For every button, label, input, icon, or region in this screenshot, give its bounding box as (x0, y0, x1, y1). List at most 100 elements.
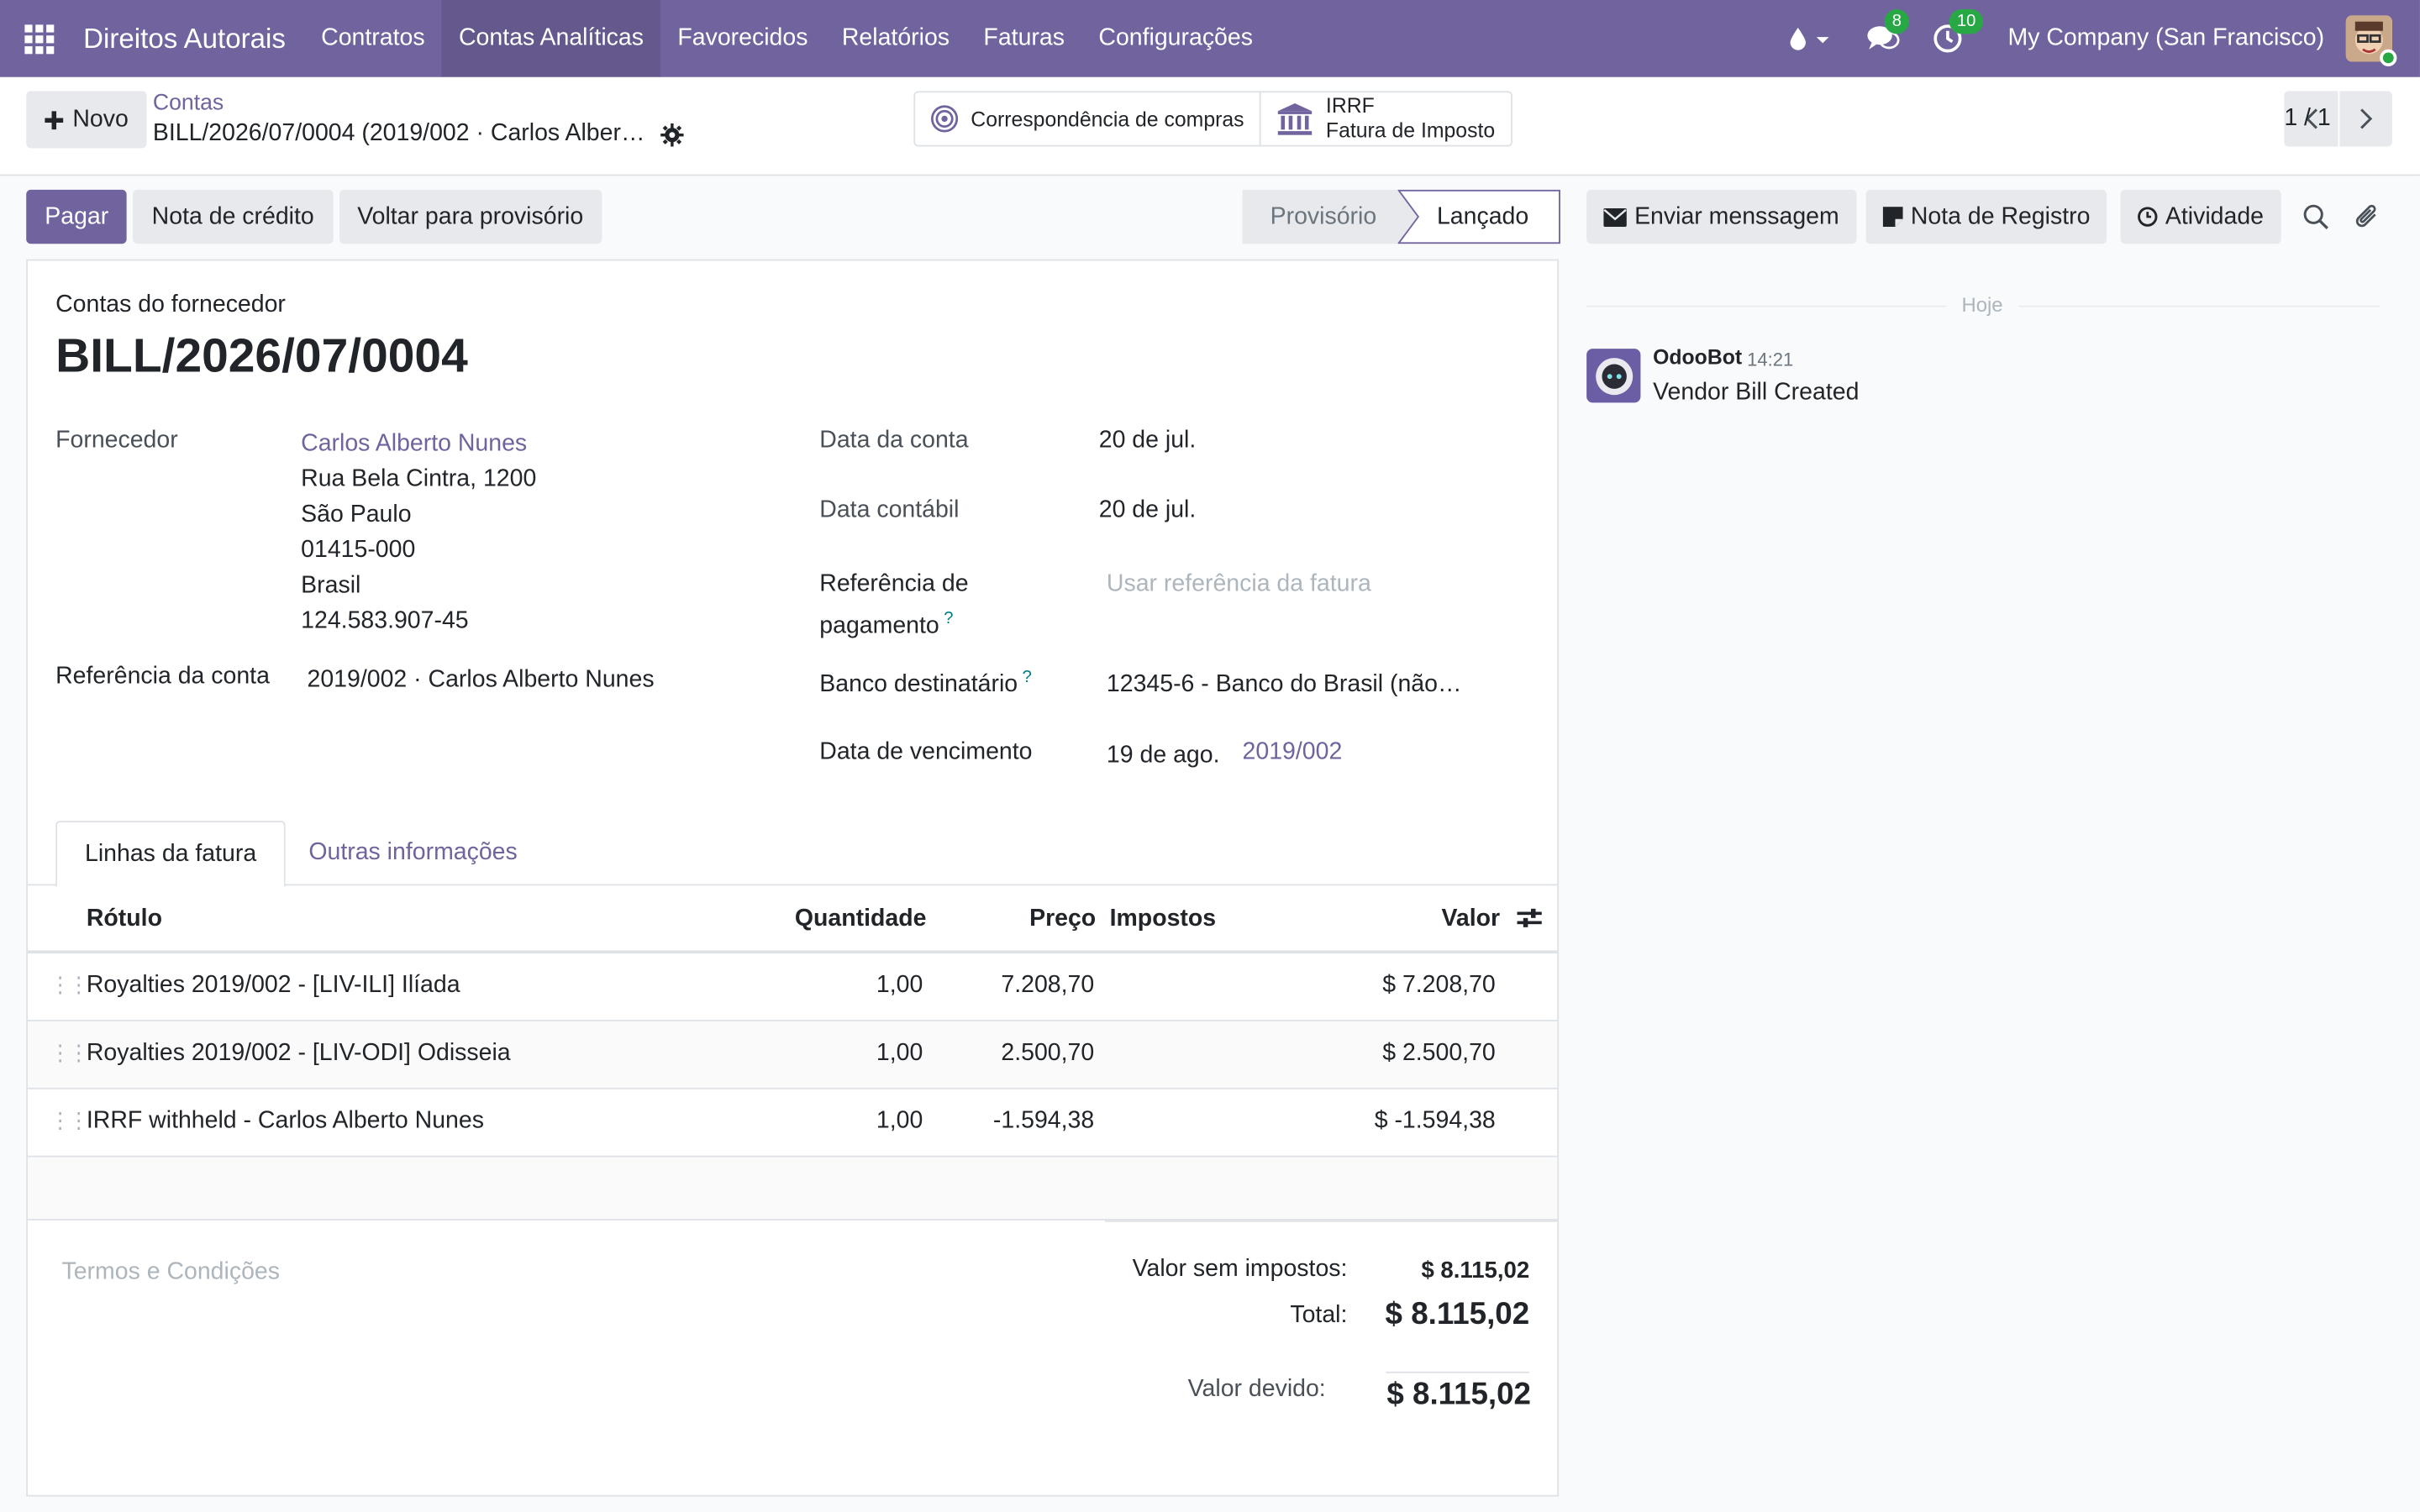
activity-clock-icon[interactable]: 10 (1931, 9, 1984, 55)
due-date-field[interactable]: 19 de ago. (1106, 742, 1220, 769)
recipient-bank-label: Banco destinatário? (819, 668, 1032, 699)
gear-icon[interactable] (660, 123, 684, 146)
log-note-label: Nota de Registro (1910, 202, 2091, 229)
menu-item-configuracoes[interactable]: Configurações (1098, 24, 1253, 51)
drag-handle-icon[interactable]: ⋮⋮ (49, 972, 90, 997)
bullseye-icon (930, 105, 959, 133)
column-header-quantity[interactable]: Quantidade (794, 906, 927, 932)
bank-icon (1277, 103, 1313, 135)
optional-columns-icon[interactable] (1517, 907, 1542, 937)
column-header-taxes[interactable]: Impostos (1109, 906, 1217, 932)
plus-icon (45, 110, 64, 129)
vendor-name-link[interactable]: Carlos Alberto Nunes (301, 430, 528, 457)
table-row[interactable]: ⋮⋮ Royalties 2019/002 - [LIV-ODI] Odisse… (28, 1021, 1558, 1089)
pager-next-button[interactable] (2338, 91, 2392, 147)
table-row[interactable]: ⋮⋮ IRRF withheld - Carlos Alberto Nunes … (28, 1089, 1558, 1158)
pager-previous-button[interactable] (2284, 91, 2338, 147)
breadcrumb-current: BILL/2026/07/0004 (2019/002 · Carlos Alb… (153, 120, 684, 148)
bill-reference-label: Referência da conta (55, 663, 270, 690)
column-header-label[interactable]: Rótulo (86, 906, 162, 932)
accounting-date-field[interactable]: 20 de jul. (1098, 496, 1197, 523)
untaxed-amount-value: $ 8.115,02 (1421, 1257, 1530, 1284)
drag-handle-icon[interactable]: ⋮⋮ (49, 1107, 90, 1133)
bill-date-label: Data da conta (819, 427, 969, 454)
totals-divider (1105, 1220, 1558, 1222)
breadcrumb-parent[interactable]: Contas (152, 91, 224, 116)
log-note-button[interactable]: Nota de Registro (1865, 189, 2107, 244)
activity-button[interactable]: Atividade (2120, 189, 2281, 244)
credit-note-button[interactable]: Nota de crédito (133, 189, 333, 244)
document-name: BILL/2026/07/0004 (55, 328, 468, 383)
line-amount: $ 7.208,70 (1382, 972, 1496, 999)
tab-invoice-lines[interactable]: Linhas da fatura (55, 821, 287, 888)
due-date-label: Data de vencimento (819, 738, 1033, 766)
payment-reference-label: Referência de pagamento? (819, 566, 968, 643)
recipient-bank-field[interactable]: 12345-6 - Banco do Brasil (não… (1106, 670, 1462, 698)
reset-to-draft-button[interactable]: Voltar para provisório (339, 189, 602, 244)
pager-value[interactable]: 1 / 1 (2284, 104, 2331, 132)
tab-other-info[interactable]: Outras informações (308, 839, 518, 866)
new-button-label: Novo (72, 105, 129, 133)
messages-icon[interactable]: 8 (1866, 9, 1910, 55)
stage-arrow-icon (1397, 189, 1420, 244)
vendor-label: Fornecedor (55, 427, 178, 454)
total-value: $ 8.115,02 (1385, 1297, 1530, 1332)
drag-handle-icon[interactable]: ⋮⋮ (49, 1039, 90, 1065)
paperclip-icon[interactable] (2354, 202, 2381, 239)
tax-bill-button[interactable]: IRRF Fatura de Imposto (1261, 92, 1511, 144)
form-sheet: Contas do fornecedor BILL/2026/07/0004 F… (26, 259, 1560, 1497)
pay-button[interactable]: Pagar (26, 189, 128, 244)
tax-bill-top-label: IRRF (1325, 94, 1375, 118)
column-header-price[interactable]: Preço (1029, 906, 1097, 932)
untaxed-amount-label: Valor sem impostos: (1132, 1256, 1348, 1283)
menu-item-contratos[interactable]: Contratos (321, 24, 425, 51)
line-label: IRRF withheld - Carlos Alberto Nunes (86, 1107, 484, 1134)
new-button[interactable]: Novo (26, 91, 147, 149)
table-row[interactable]: ⋮⋮ Royalties 2019/002 - [LIV-ILI] Ilíada… (28, 953, 1558, 1021)
column-header-amount[interactable]: Valor (1441, 906, 1501, 932)
messages-count-badge: 8 (1884, 9, 1910, 34)
bill-reference-field[interactable]: 2019/002 · Carlos Alberto Nunes (307, 666, 655, 693)
smart-buttons: Correspondência de compras IRRF Fatura d… (913, 91, 1512, 147)
vendor-address-block: Carlos Alberto Nunes Rua Bela Cintra, 12… (301, 426, 536, 638)
record-pager: 1 / 1 (2284, 91, 2392, 147)
online-status-dot (2380, 49, 2397, 66)
total-label: Total: (1290, 1302, 1348, 1329)
activity-label: Atividade (2165, 202, 2265, 229)
status-stages: Provisório Lançado (1242, 189, 1560, 244)
search-icon[interactable] (2302, 203, 2328, 237)
purchase-match-button[interactable]: Correspondência de compras (915, 92, 1261, 145)
help-tooltip-icon[interactable]: ? (944, 609, 954, 628)
line-label: Royalties 2019/002 - [LIV-ODI] Odisseia (86, 1039, 511, 1067)
menu-item-contas-analiticas[interactable]: Contas Analíticas (441, 0, 661, 77)
vendor-vat: 124.583.907-45 (301, 607, 469, 634)
accounting-date-label: Data contábil (819, 496, 960, 523)
menu-item-favorecidos[interactable]: Favorecidos (677, 24, 808, 51)
vendor-address-line: Rua Bela Cintra, 1200 (301, 465, 537, 492)
notebook-tabs: Linhas da fatura Outras informações (28, 821, 1558, 888)
terms-conditions-input[interactable]: Termos e Condições (61, 1258, 280, 1285)
vendor-address-line: Brasil (301, 572, 361, 599)
help-tooltip-icon[interactable]: ? (1022, 668, 1032, 687)
menu-item-relatorios[interactable]: Relatórios (841, 24, 950, 51)
user-avatar[interactable] (2345, 15, 2397, 66)
company-switcher[interactable]: My Company (San Francisco) (2007, 24, 2325, 51)
app-brand[interactable]: Direitos Autorais (83, 22, 286, 54)
line-label: Royalties 2019/002 - [LIV-ILI] Ilíada (86, 972, 460, 999)
stage-draft[interactable]: Provisório (1242, 189, 1399, 244)
drop-icon[interactable] (1782, 22, 1834, 55)
payment-reference-label-line1: Referência de (819, 570, 969, 597)
stage-posted[interactable]: Lançado (1398, 189, 1560, 244)
payment-reference-input[interactable]: Usar referência da fatura (1106, 570, 1371, 597)
send-message-button[interactable]: Enviar menssagem (1586, 189, 1856, 244)
payment-terms-link[interactable]: 2019/002 (1242, 738, 1343, 766)
apps-menu-icon[interactable] (0, 0, 77, 77)
bill-date-field[interactable]: 20 de jul. (1098, 427, 1197, 454)
purchase-match-label: Correspondência de compras (971, 107, 1244, 131)
line-amount: $ 2.500,70 (1382, 1039, 1496, 1067)
invoice-lines-table: Rótulo Quantidade Preço Impostos Valor ⋮… (28, 885, 1558, 1221)
message-author[interactable]: OdooBot (1653, 345, 1743, 369)
menu-item-faturas[interactable]: Faturas (983, 24, 1065, 51)
message-body: Vendor Bill Created (1653, 379, 1860, 407)
